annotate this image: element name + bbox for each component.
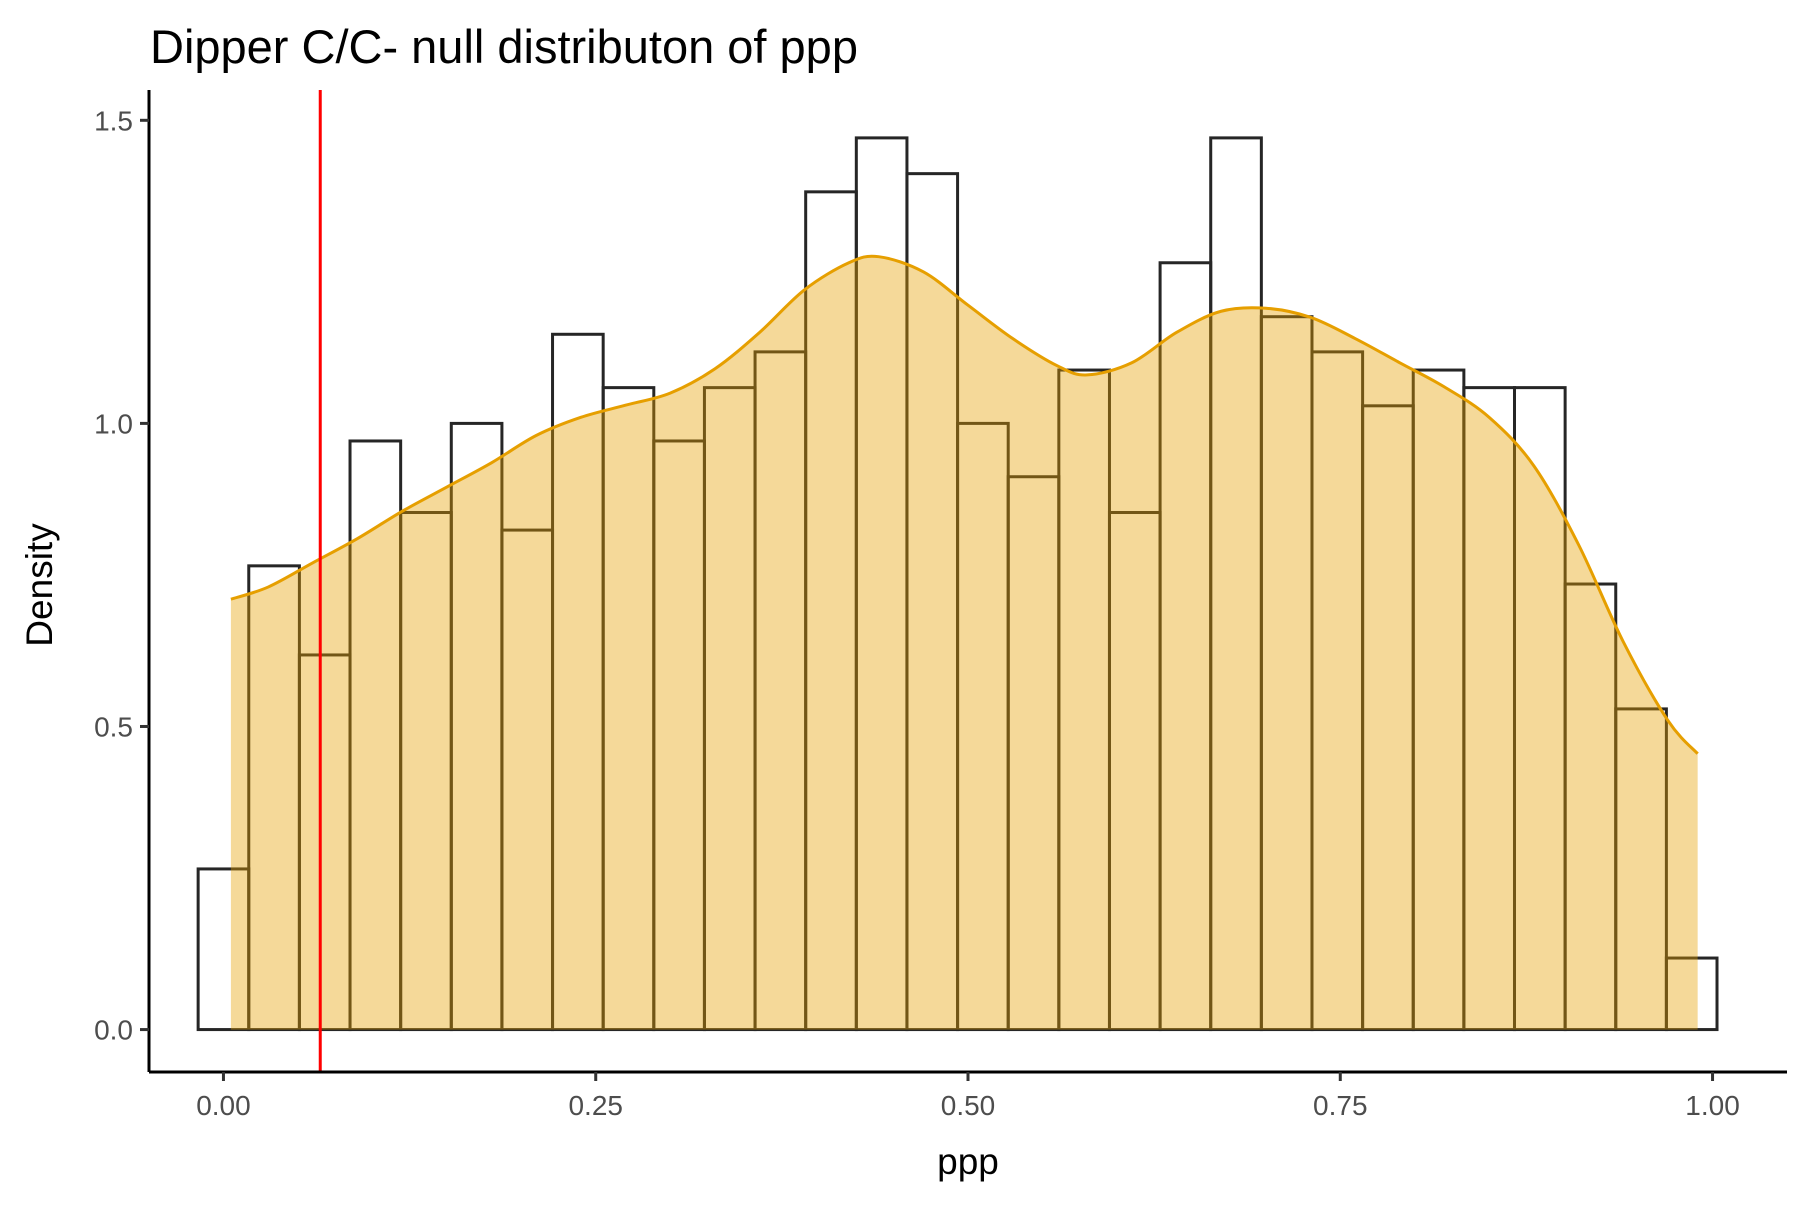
histogram-bar (1664, 956, 1719, 1032)
y-tick-label: 0.5 (94, 711, 133, 742)
y-tick-label: 1.0 (94, 408, 133, 439)
x-tick-label: 1.00 (1685, 1090, 1740, 1121)
y-tick-label: 0.0 (94, 1015, 133, 1046)
x-tick-label: 0.75 (1313, 1090, 1368, 1121)
x-tick-label: 0.25 (568, 1090, 623, 1121)
x-axis-ticks: 0.00 0.25 0.50 0.75 1.00 (196, 1072, 1740, 1121)
histogram-bar (1614, 707, 1668, 1032)
y-tick-label: 1.5 (94, 105, 133, 136)
plot-area (196, 90, 1719, 1072)
x-tick-label: 0.50 (941, 1090, 996, 1121)
density-area (230, 256, 1698, 1030)
y-axis-title: Density (19, 523, 60, 647)
x-tick-label: 0.00 (196, 1090, 251, 1121)
y-axis-ticks: 0.0 0.5 1.0 1.5 (94, 105, 149, 1046)
chart-title: Dipper C/C- null distributon of ppp (150, 20, 858, 73)
x-axis-title: ppp (937, 1141, 999, 1182)
density-line (230, 254, 1699, 755)
